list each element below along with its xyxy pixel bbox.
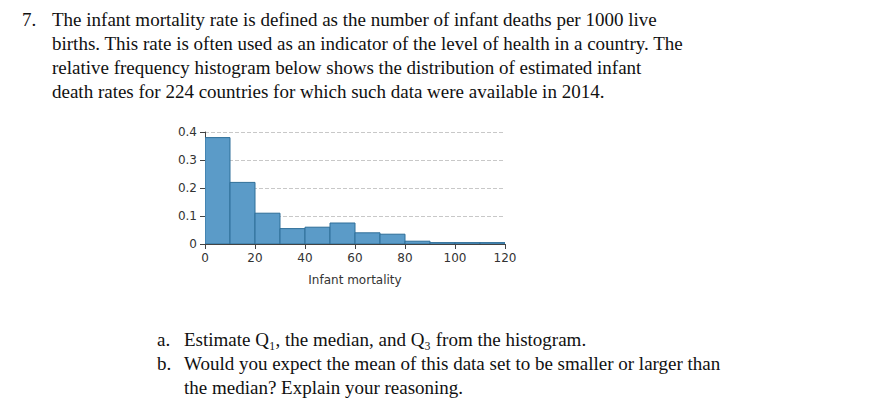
svg-text:40: 40 <box>297 251 312 265</box>
html-text:b.: b. <box>157 353 172 374</box>
svg-text:0.1: 0.1 <box>178 209 197 223</box>
svg-text:80: 80 <box>397 251 412 265</box>
html-text:death rates for 224 countries: death rates for 224 countries for which … <box>52 81 605 102</box>
svg-text:20: 20 <box>247 251 262 265</box>
svg-text:Infant mortality: Infant mortality <box>308 273 401 287</box>
html-text:Estimate Q₁, the median, and Q: Estimate Q₁, the median, and Q₃ from the… <box>184 329 587 350</box>
html-text:a.: a. <box>157 329 171 350</box>
html-text:relative frequency histogram b: relative frequency histogram below shows… <box>52 57 642 78</box>
svg-text:120: 120 <box>494 251 517 265</box>
svg-text:100: 100 <box>444 251 467 265</box>
html-text:the median? Explain your reaso: the median? Explain your reasoning. <box>184 377 464 398</box>
svg-text:0.4: 0.4 <box>178 125 197 139</box>
svg-text:60: 60 <box>347 251 362 265</box>
html-text:7.: 7. <box>22 9 37 30</box>
svg-text:0: 0 <box>201 251 209 265</box>
svg-text:0.2: 0.2 <box>178 181 197 195</box>
html-text:Would you expect the mean of t: Would you expect the mean of this data s… <box>184 353 721 374</box>
html-text:The infant mortality rate is d: The infant mortality rate is defined as … <box>52 9 657 30</box>
html-text:births. This rate is often use: births. This rate is often used as an in… <box>52 33 683 54</box>
svg-text:0.3: 0.3 <box>178 153 197 167</box>
svg-text:0: 0 <box>189 237 197 251</box>
